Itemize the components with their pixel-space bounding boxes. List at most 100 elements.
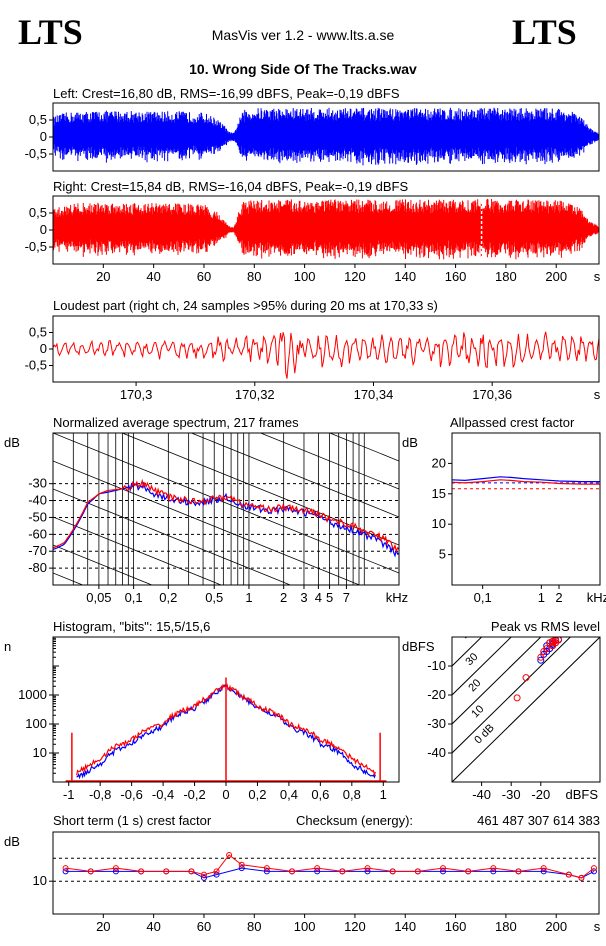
- x-tick-label: 2: [555, 590, 562, 605]
- slope-line: [53, 433, 399, 574]
- plot-frame: [52, 831, 600, 915]
- y-tick-label: -30: [427, 716, 446, 731]
- x-tick-label: 0,6: [311, 787, 329, 802]
- crest-line: [452, 637, 542, 725]
- y-tick-label: -60: [28, 526, 47, 541]
- y-tick-label: -0,5: [25, 358, 47, 373]
- panel-title: Loudest part (right ch, 24 samples >95% …: [53, 298, 438, 313]
- x-tick-label: 0,8: [343, 787, 361, 802]
- y-tick-label: 10: [33, 745, 47, 760]
- slope-line: [121, 433, 399, 546]
- slope-line: [53, 544, 153, 585]
- panel-title: Short term (1 s) crest factor: [53, 813, 212, 828]
- crest-point-left: [440, 868, 446, 875]
- y-tick-label: 0,5: [29, 205, 47, 220]
- plot-frame: [52, 432, 400, 586]
- crest-point-left: [238, 865, 245, 872]
- y-axis-label: dB: [402, 435, 418, 450]
- y-tick-label: 20: [432, 455, 446, 470]
- crest-lines: 0 dB 10 20 30 40: [452, 637, 600, 782]
- x-tick-label: -20: [531, 787, 550, 802]
- x-tick-label: 1: [538, 590, 545, 605]
- crest-point-right: [238, 861, 245, 868]
- crest-point-right: [339, 868, 346, 875]
- y-tick-label: -80: [28, 560, 47, 575]
- crest-line: [452, 637, 512, 696]
- crest-point-right: [62, 865, 69, 872]
- x-axis-label: dBFS: [565, 787, 598, 802]
- y-tick-label: -40: [28, 493, 47, 508]
- loudest-trace: [52, 331, 600, 379]
- logo-right: LTS: [512, 12, 577, 52]
- x-tick-label: 120: [344, 269, 366, 284]
- y-tick-label: 5: [439, 547, 446, 562]
- x-tick-label: 180: [495, 919, 517, 934]
- x-tick-label: -0,8: [89, 787, 111, 802]
- spectrum-line-left: [52, 481, 400, 558]
- crest-point-right: [213, 868, 220, 875]
- x-tick-label: 20: [96, 919, 110, 934]
- crest-line: [452, 637, 572, 754]
- x-tick-label: 160: [445, 269, 467, 284]
- x-tick-label: 100: [294, 919, 316, 934]
- y-tick-label: -0,5: [25, 146, 47, 161]
- x-tick-label: 200: [545, 919, 567, 934]
- crest-point-right: [540, 865, 547, 872]
- scatter-point-right: [552, 639, 560, 647]
- crest-line-label: 20: [466, 677, 483, 694]
- app-title: MasVis ver 1.2 - www.lts.a.se: [212, 27, 395, 43]
- x-tick-label: 140: [394, 919, 416, 934]
- crest-point-left: [263, 868, 270, 875]
- y-axis-label: dBFS: [402, 639, 435, 654]
- y-axis-label: dB: [4, 435, 20, 450]
- y-tick-label: 0,5: [29, 112, 47, 127]
- crest-point-left: [112, 868, 119, 875]
- x-tick-label: 5: [326, 590, 333, 605]
- crest-line-label: 30: [463, 651, 480, 668]
- x-tick-label: 4: [315, 590, 322, 605]
- crest-point-right: [226, 851, 233, 858]
- crest-point-right: [87, 868, 94, 875]
- crest-trace-right: [65, 854, 595, 879]
- crest-point-right: [515, 868, 522, 875]
- y-tick-label: -10: [427, 658, 446, 673]
- x-tick-label: -0,4: [152, 787, 174, 802]
- slope-line: [397, 433, 399, 434]
- x-tick-label: 1: [380, 787, 387, 802]
- x-tick-label: 0,5: [205, 590, 223, 605]
- right-waveform-panel: Right: Crest=15,84 dB, RMS=-16,04 dBFS, …: [25, 179, 601, 284]
- crest-point-right: [200, 871, 207, 878]
- x-tick-label: 0,2: [248, 787, 266, 802]
- x-tick-label: 0,05: [86, 590, 111, 605]
- y-tick-label: 1000: [18, 687, 47, 702]
- crest-point-right: [590, 865, 597, 872]
- y-tick-label: 0: [40, 341, 47, 356]
- x-tick-label: 60: [197, 269, 211, 284]
- crest-point-right: [263, 865, 270, 872]
- x-unit-label: s: [594, 919, 601, 934]
- x-tick-label: -30: [502, 787, 521, 802]
- x-tick-label: 170,32: [235, 387, 275, 402]
- slope-line: [53, 488, 292, 585]
- y-tick-label: -50: [28, 509, 47, 524]
- x-tick-label: 170,36: [472, 387, 512, 402]
- y-tick-label: -30: [28, 476, 47, 491]
- slope-line: [53, 516, 223, 585]
- crest-point-left: [540, 868, 547, 875]
- scatter-point-right: [522, 674, 530, 682]
- crest-point-right: [490, 865, 497, 872]
- crest-point-left: [490, 868, 497, 875]
- y-tick-label: -40: [427, 745, 446, 760]
- x-tick-label: 180: [495, 269, 517, 284]
- x-tick-label: 3: [300, 590, 307, 605]
- crest-point-right: [163, 868, 170, 875]
- crest-point-right: [565, 871, 572, 878]
- slope-lines: [53, 265, 399, 585]
- slope-line: [53, 265, 399, 405]
- x-tick-label: 40: [146, 919, 160, 934]
- y-tick-label: 15: [432, 486, 446, 501]
- y-tick-label: 0: [40, 129, 47, 144]
- y-tick-label: -20: [427, 687, 446, 702]
